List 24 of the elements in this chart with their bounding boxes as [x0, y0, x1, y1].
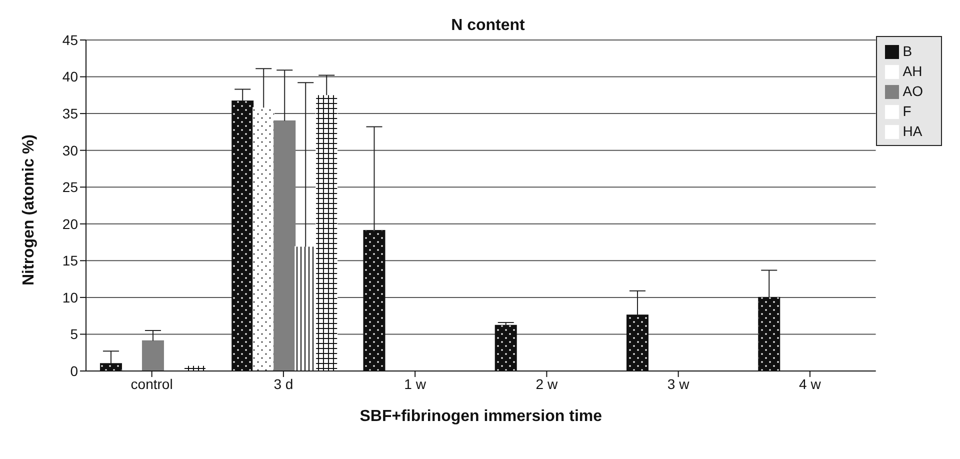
legend-label: F	[902, 103, 912, 119]
legend-label: HA	[902, 123, 922, 139]
y-tick-label: 40	[62, 68, 78, 85]
y-tick-label: 0	[70, 362, 78, 379]
x-axis-title: SBF+fibrinogen immersion time	[360, 408, 602, 425]
y-tick-label: 30	[62, 142, 78, 158]
x-tick-label: control	[130, 376, 173, 392]
y-tick-label: 15	[62, 252, 78, 269]
y-tick-label: 25	[62, 179, 78, 196]
x-tick-label: 4 w	[799, 376, 822, 392]
x-tick-label: 1 w	[404, 376, 427, 392]
x-tick-label: 3 d	[274, 376, 294, 392]
x-tick-label: 2 w	[536, 376, 558, 392]
y-tick-label: 5	[70, 326, 78, 342]
legend-label: B	[902, 43, 912, 59]
y-tick-label: 45	[62, 32, 78, 48]
chart-title: N content	[451, 17, 526, 34]
y-tick-label: 35	[62, 106, 78, 122]
x-tick-label: 3 w	[667, 376, 690, 392]
y-tick-label: 20	[62, 216, 78, 232]
legend-label: AH	[902, 63, 922, 79]
y-tick-label: 10	[62, 289, 78, 306]
y-axis-title: Nitrogen (atomic %)	[20, 134, 38, 286]
legend-label: AO	[902, 83, 923, 99]
